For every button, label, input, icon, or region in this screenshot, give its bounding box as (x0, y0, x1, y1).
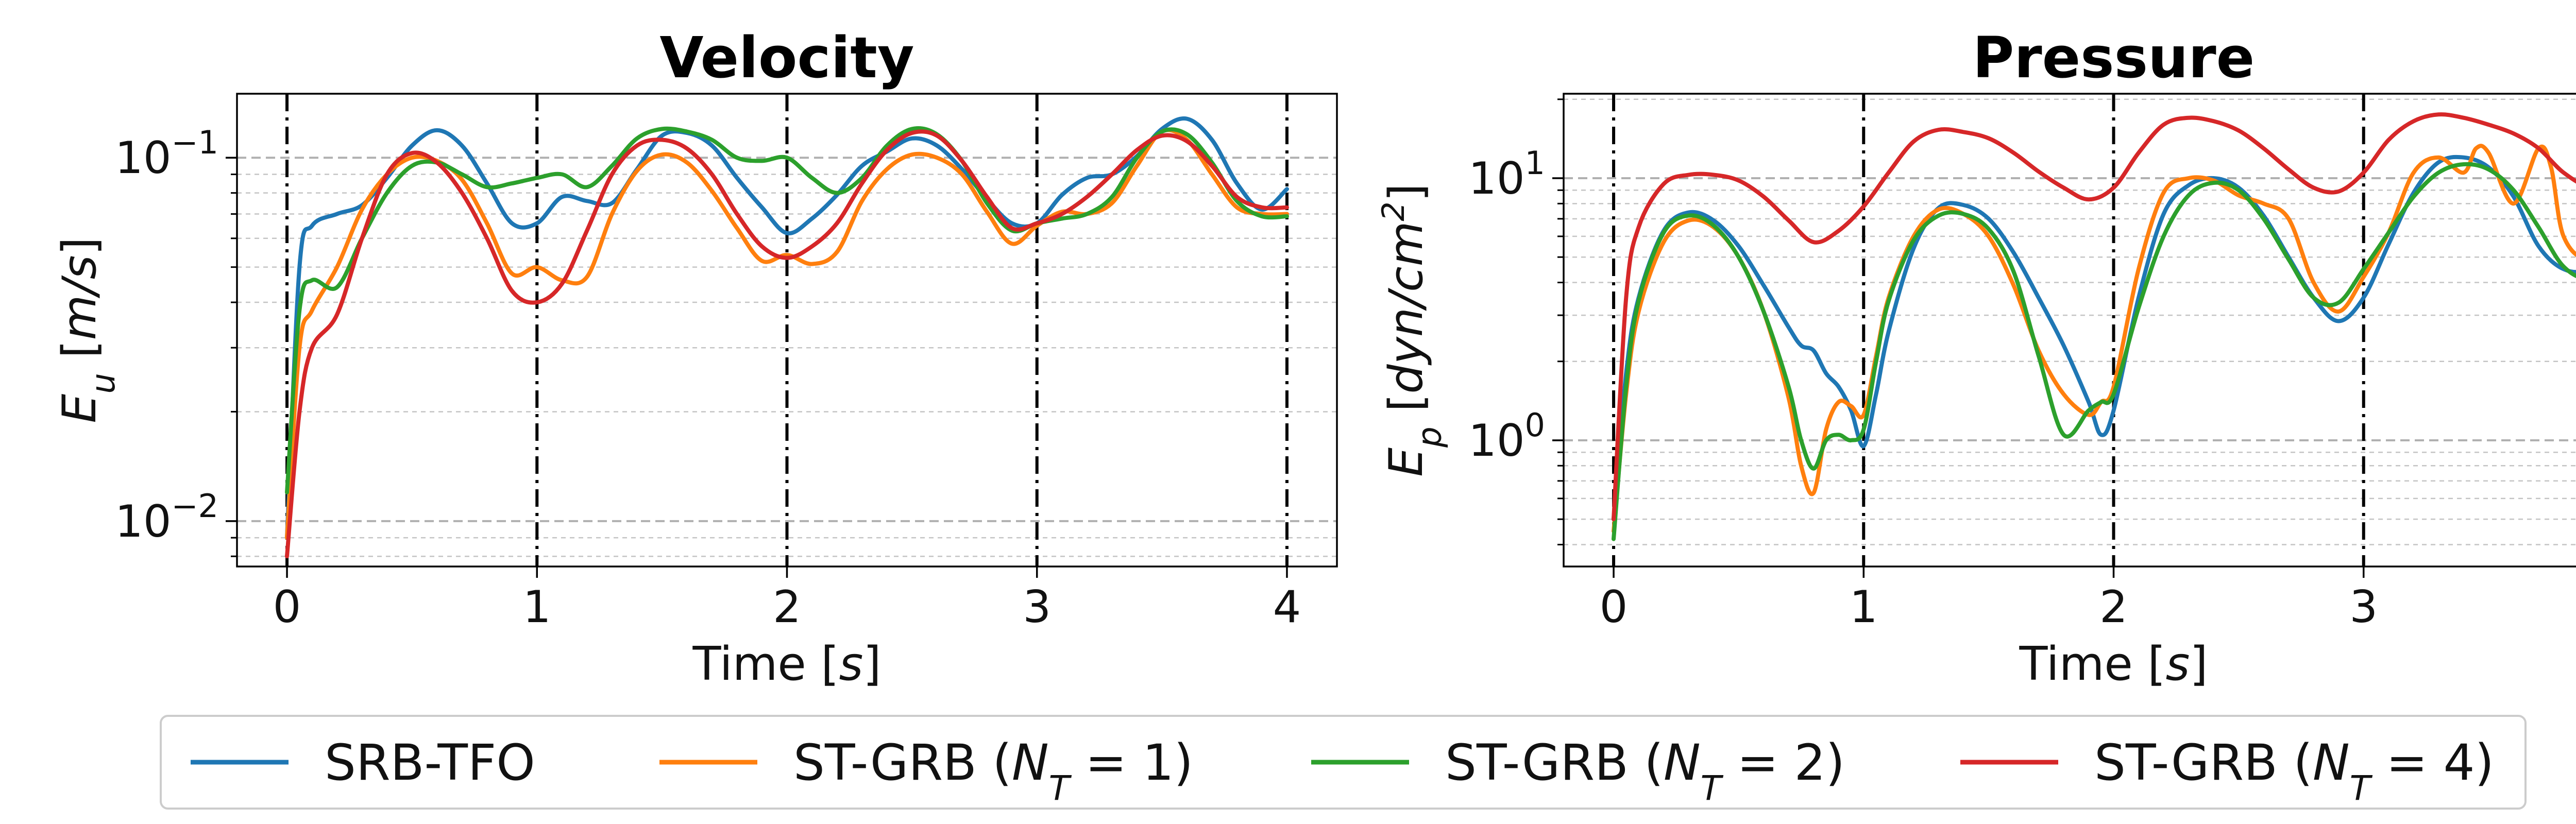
legend-label: ST-GRB (NT = 4) (2094, 734, 2494, 808)
y-tick-label: 101 (1468, 144, 1545, 204)
series-line-srb-tfo (1612, 154, 2576, 522)
y-tick-label: 10−2 (115, 487, 218, 547)
series-line-st-grb-n-t-2 (1612, 162, 2576, 541)
legend-label: ST-GRB (NT = 1) (793, 734, 1193, 808)
series-line-st-grb-n-t-4 (1612, 112, 2576, 522)
legend-entry-4: ST-GRB (NT = 4) (1960, 734, 2494, 808)
y-ticks: 10−2 10−1 (115, 124, 237, 557)
x-tick-label: 4 (1273, 581, 1301, 633)
gridlines (1564, 98, 2576, 545)
panel-pressure: 01234100101PressureTime [s]Ep [dyn/cm2] (1376, 25, 2576, 691)
x-axis-label: Time [s] (692, 637, 881, 691)
x-tick-label: 0 (1600, 581, 1628, 633)
x-tick-label: 3 (2349, 581, 2378, 633)
series-line-st-grb-n-t-4 (285, 129, 1289, 559)
y-axis-label: Eu [m/s] (53, 237, 123, 423)
legend-entry-1: SRB-TFO (191, 734, 535, 792)
x-tick-label: 1 (523, 581, 551, 633)
panel-velocity: 0 1 2 3 4 10−2 10−1 Velocity Time [s] Eu [m/s] (53, 25, 1338, 691)
legend-label: SRB-TFO (325, 734, 535, 792)
period-lines (1612, 94, 2365, 566)
x-tick-label: 2 (2099, 581, 2128, 633)
series-line-st-grb-n-t-2 (285, 126, 1289, 494)
series-group (1612, 112, 2576, 541)
axes-frame (1563, 93, 2576, 568)
y-ticks: 100 101 (1468, 98, 1564, 545)
legend-label: ST-GRB (NT = 2) (1445, 734, 1845, 808)
x-tick-label: 2 (773, 581, 801, 633)
series-line-st-grb-n-t-1 (285, 128, 1289, 540)
legend: SRB-TFO ST-GRB (NT = 1) ST-GRB (NT = 2) ST-… (160, 715, 2527, 810)
chart-title: Pressure (1973, 25, 2255, 91)
legend-entry-3: ST-GRB (NT = 2) (1311, 734, 1845, 808)
x-tick-label: 3 (1023, 581, 1051, 633)
x-tick-label: 0 (273, 581, 301, 633)
x-tick-label: 1 (1850, 581, 1878, 633)
y-tick-label: 10−1 (115, 124, 218, 184)
chart-title: Velocity (659, 25, 914, 91)
legend-entry-2: ST-GRB (NT = 1) (659, 734, 1193, 808)
y-tick-label: 100 (1468, 406, 1545, 467)
series-group (285, 116, 1289, 559)
y-axis-label: Ep [dyn/cm2] (1376, 183, 1449, 476)
period-lines (285, 94, 1289, 566)
x-axis-label: Time [s] (2019, 637, 2208, 691)
x-ticks: 0 1 2 3 4 (273, 566, 1301, 633)
